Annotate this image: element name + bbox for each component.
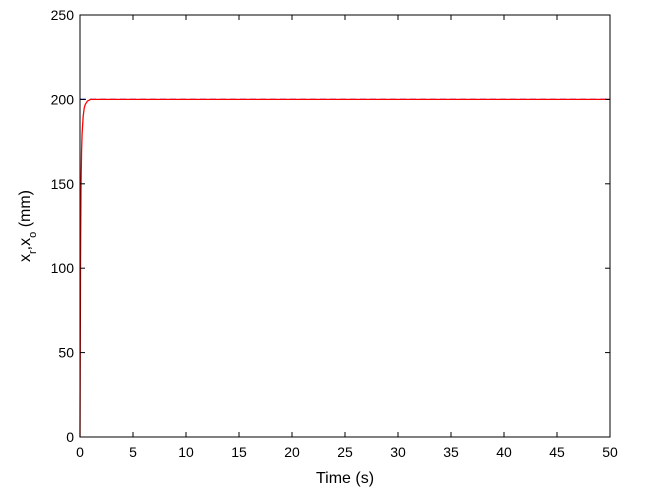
y-axis-label: xr,xo (mm): [17, 190, 39, 262]
x-tick-label: 0: [76, 444, 84, 460]
x-tick-label: 5: [129, 444, 137, 460]
x-tick-label: 10: [178, 444, 194, 460]
x-axis-label: Time (s): [316, 470, 374, 487]
x-tick-label: 20: [284, 444, 300, 460]
x-tick-label: 15: [231, 444, 247, 460]
y-tick-label: 250: [51, 7, 75, 23]
y-tick-label: 0: [66, 429, 74, 445]
series-line-2: [79, 98, 610, 438]
x-tick-label: 40: [496, 444, 512, 460]
x-tick-label: 25: [337, 444, 353, 460]
y-axis-label-subscript: o: [27, 232, 39, 238]
y-axis: 0 50 100 150 200 250: [51, 7, 610, 445]
y-axis-label-part: x: [17, 254, 34, 262]
x-tick-label: 45: [549, 444, 565, 460]
y-tick-label: 200: [51, 91, 75, 107]
x-axis: 0 5 10 15 20 25 30 35 40 45 50: [76, 15, 618, 460]
y-tick-label: 50: [58, 345, 74, 361]
y-axis-label-part: ,x: [17, 238, 34, 250]
x-tick-label: 30: [390, 444, 406, 460]
y-tick-label: 150: [51, 176, 75, 192]
y-tick-label: 100: [51, 260, 75, 276]
x-tick-label: 50: [602, 444, 618, 460]
y-axis-label-part: (mm): [17, 190, 34, 232]
y-axis-label-subscript: r: [27, 250, 39, 254]
x-tick-label: 35: [443, 444, 459, 460]
